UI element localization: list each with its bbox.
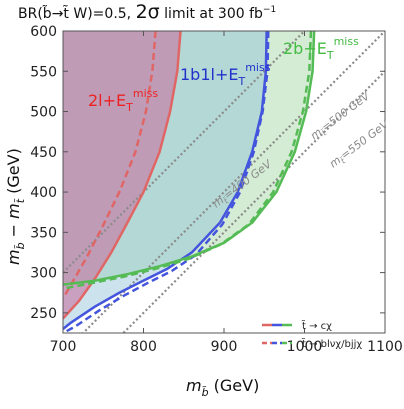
y-tick-label: 300 <box>30 266 57 282</box>
x-tick-label: 900 <box>211 339 238 355</box>
contour-1-dashed <box>63 31 157 300</box>
y-tick-label: 350 <box>30 225 57 241</box>
y-axis-label: mb̃ − mt̃ (GeV) <box>4 148 27 265</box>
region-label-2b: 2b+ETmiss <box>283 35 359 62</box>
x-axis-label: mb̃ (GeV) <box>186 376 259 399</box>
y-tick-label: 400 <box>30 185 57 201</box>
y-tick-label: 450 <box>30 145 57 161</box>
legend: t̃ → cχ t̃ → blνχ/bjjχ <box>262 319 362 350</box>
x-tick-label: 1000 <box>287 339 323 355</box>
x-tick-label: 1100 <box>367 339 403 355</box>
legend-label-dashed: t̃ → blνχ/bjjχ <box>301 337 363 350</box>
chart-title: BR(b̃→t̃ W)=0.5, 2σ limit at 300 fb−1 <box>18 1 276 23</box>
stop-mass-reference-lines <box>63 31 385 333</box>
contour-0-solid <box>63 31 182 320</box>
x-tick-label: 800 <box>130 339 157 355</box>
x-axis-ticks: 700 800 900 1000 1100 <box>50 31 403 355</box>
region-label-1b1l: 1b1l+ETmiss <box>180 61 271 88</box>
exclusion-regions <box>63 31 315 333</box>
region-fill-2 <box>63 31 181 333</box>
reference-line-550 <box>121 70 385 333</box>
x-tick-label: 700 <box>50 339 77 355</box>
reference-line-500 <box>81 31 385 333</box>
y-tick-label: 500 <box>30 105 57 121</box>
y-tick-label: 600 <box>30 24 57 40</box>
contour-3-dashed <box>63 31 270 333</box>
y-axis-ticks: 250 300 350 400 450 500 550 600 <box>30 24 385 322</box>
region-label-2l: 2l+ETmiss <box>88 87 158 114</box>
contour-5-dashed <box>63 31 313 290</box>
y-tick-label: 250 <box>30 306 57 322</box>
y-tick-label: 550 <box>30 64 57 80</box>
limit-curves <box>63 31 316 333</box>
legend-label-solid: t̃ → cχ <box>301 319 332 332</box>
